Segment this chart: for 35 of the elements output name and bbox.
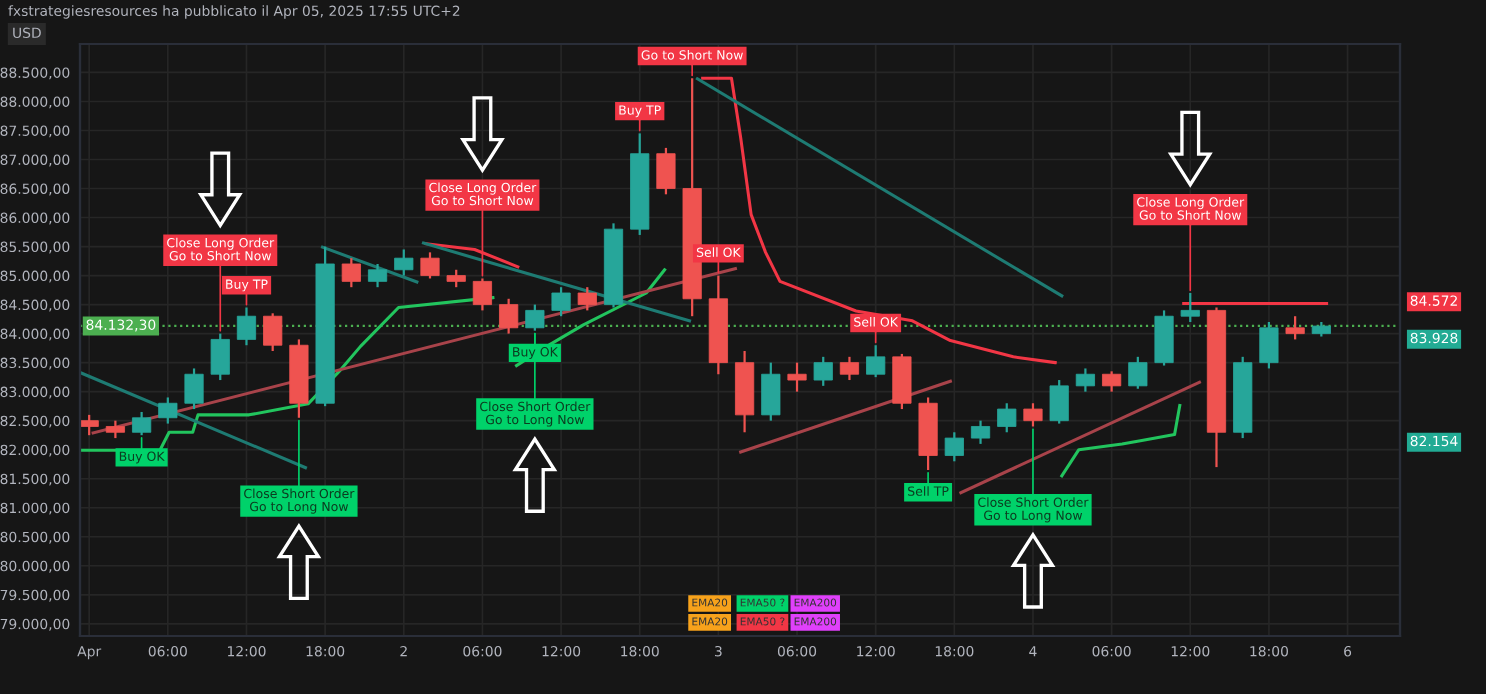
candlestick: [839, 355, 860, 382]
candlestick: [367, 262, 388, 289]
candlestick: [656, 146, 676, 196]
candlestick: [158, 396, 178, 425]
candlestick: [1180, 291, 1200, 324]
candlestick: [394, 248, 414, 277]
candlestick: [1075, 367, 1095, 393]
candlestick: [1154, 309, 1174, 367]
candlestick: [1102, 370, 1122, 393]
candlestick: [866, 344, 886, 379]
candlestick: [210, 332, 230, 382]
candlestick: [420, 251, 440, 280]
candlestick: [341, 257, 361, 289]
candlestick: [997, 402, 1017, 434]
candlestick: [525, 303, 545, 332]
candlestick: [472, 277, 493, 312]
candlestick: [236, 306, 257, 347]
candlestick: [944, 431, 964, 463]
candlestick: [499, 297, 519, 335]
candlestick: [892, 352, 912, 411]
candlestick: [132, 410, 152, 437]
candlestick: [1259, 320, 1279, 370]
candlestick: [1023, 402, 1043, 428]
candlestick: [80, 413, 99, 437]
candlestick: [577, 286, 597, 312]
candlestick: [1285, 315, 1305, 341]
candlestick: [184, 367, 204, 411]
candlestick: [813, 355, 833, 387]
candlestick: [970, 419, 991, 445]
candlestick: [263, 312, 283, 353]
candlestick: [761, 361, 781, 422]
candlestick: [1128, 355, 1148, 390]
candlestick: [1049, 378, 1069, 425]
candlestick: [551, 286, 571, 318]
candlestick: [787, 361, 807, 393]
